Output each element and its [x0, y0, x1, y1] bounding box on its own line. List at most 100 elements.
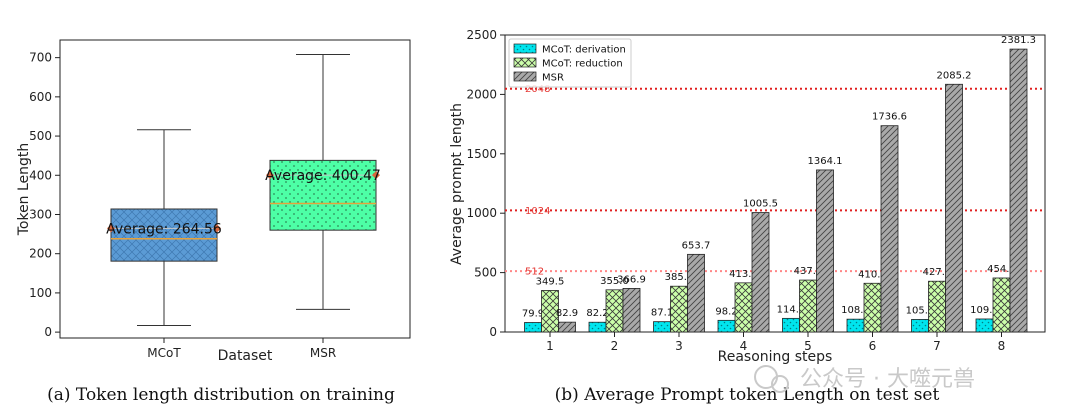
- bar-value-label: 2085.2: [937, 70, 972, 81]
- bar-value-label: 385.4: [665, 272, 694, 283]
- box-y-tick-label: 600: [29, 90, 52, 104]
- box-plot-frame: [59, 39, 411, 339]
- bar-reduction: [541, 290, 559, 333]
- mean-annotation: Average: 400.47: [265, 168, 381, 184]
- bar-reduction: [799, 279, 817, 333]
- bar-value-label: 98.2: [715, 306, 737, 317]
- bar-derivation: [524, 322, 542, 333]
- reference-lines: 2048 1024 512: [505, 84, 1045, 278]
- bar-value-label: 109.7: [970, 305, 999, 316]
- watermark-text: 公众号 · 大噬元兽: [800, 367, 975, 392]
- bar-derivation: [588, 321, 607, 333]
- box-plot-x-axis: MCoT MSR: [147, 338, 336, 360]
- bar-chart: 2048 1024 512 0 500 1000 1500 2000 2500 1 2 3 4 5 6 7…: [449, 28, 1046, 405]
- box-plot-caption: (a) Token length distribution on trainin…: [47, 385, 395, 405]
- box-plot-marks: Average: 264.56 Average: 400.47: [106, 54, 381, 326]
- bar-chart-frame: [504, 34, 1046, 333]
- bar-derivation: [846, 318, 865, 333]
- bar-value-label: 1005.5: [743, 199, 778, 210]
- bar-msr: [558, 321, 576, 333]
- mean-marker: [107, 224, 115, 233]
- bar-value-label: 413.7: [729, 269, 758, 280]
- box-y-tick-label: 100: [29, 286, 52, 300]
- legend-swatch: [513, 57, 537, 68]
- bar-value-label: 454.7: [987, 264, 1016, 275]
- bar-msr: [622, 288, 641, 333]
- bar-value-label: 1364.1: [808, 156, 843, 167]
- bar-value-label: 427.4: [923, 267, 952, 278]
- bar-y-tick-label: 500: [474, 266, 497, 280]
- bar-value-label: 1736.6: [872, 112, 907, 123]
- legend-box: [508, 38, 632, 88]
- wechat-icon-secondary: [771, 375, 789, 393]
- bar-msr: [751, 212, 770, 333]
- bar-value-label: 82.9: [556, 308, 578, 319]
- box-y-tick-label: 300: [29, 207, 52, 221]
- bar-value-label: 349.5: [536, 276, 565, 287]
- bar-derivation: [653, 321, 671, 333]
- bar-y-tick-label: 2500: [466, 28, 497, 42]
- bar-y-tick-label: 2000: [466, 87, 497, 101]
- bar-y-tick-label: 1500: [466, 147, 497, 161]
- box-y-tick-label: 200: [29, 247, 52, 261]
- bar-value-label: 437.1: [794, 266, 823, 277]
- reference-line-label: 1024: [525, 206, 550, 217]
- bar-derivation: [911, 319, 929, 333]
- bar-derivation: [782, 317, 800, 333]
- legend-swatch: [513, 71, 537, 82]
- legend-swatch: [513, 43, 537, 54]
- reference-line-label: 2048: [525, 84, 550, 95]
- box-y-tick-label: 400: [29, 168, 52, 182]
- box-msr: [269, 159, 377, 231]
- bar-chart-x-axis: 1 2 3 4 5 6 7 8: [546, 332, 1005, 353]
- bar-x-tick-label: 2: [611, 339, 619, 353]
- mean-marker: [213, 224, 221, 233]
- bar-msr: [816, 169, 834, 333]
- bar-reduction: [605, 289, 624, 333]
- bar-x-tick-label: 6: [869, 339, 877, 353]
- mean-annotation: Average: 264.56: [106, 221, 222, 237]
- bar-value-label: 87.1: [651, 308, 673, 319]
- bar-chart-y-axis: 0 500 1000 1500 2000 2500: [466, 28, 505, 339]
- box-x-tick-label: MSR: [310, 346, 336, 360]
- reference-line-label: 512: [525, 267, 544, 278]
- bar-value-label: 105.5: [906, 305, 935, 316]
- bar-value-label: 2381.3: [1001, 35, 1036, 46]
- bar-chart-y-axis-title: Average prompt length: [449, 103, 465, 265]
- bar-y-tick-label: 0: [489, 325, 497, 339]
- bar-value-label: 108.0: [841, 305, 870, 316]
- bar-chart-legend: MCoT: derivation MCoT: reduction MSR: [508, 38, 632, 88]
- bar-derivation: [975, 318, 994, 333]
- box-x-tick-label: MCoT: [147, 346, 181, 360]
- bar-x-tick-label: 7: [933, 339, 941, 353]
- bar-value-label: 355.0: [600, 276, 629, 287]
- bar-value-label: 79.9: [522, 309, 544, 320]
- box-y-tick-label: 0: [44, 325, 52, 339]
- box-plot-chart: 0 100 200 300 400 500 600 700 MCoT MSR Average: …: [16, 39, 411, 405]
- bar-y-tick-label: 1000: [466, 206, 497, 220]
- box-mcot: [110, 208, 218, 262]
- bar-reduction: [863, 282, 882, 333]
- bar-x-tick-label: 8: [998, 339, 1006, 353]
- bar-chart-x-axis-title: Reasoning steps: [718, 349, 833, 365]
- bar-msr: [1009, 48, 1028, 333]
- bar-reduction: [928, 280, 946, 333]
- box-y-tick-label: 700: [29, 51, 52, 65]
- box-plot-y-axis-title: Token Length: [16, 143, 32, 237]
- bar-msr: [687, 253, 705, 333]
- bar-x-tick-label: 1: [546, 339, 554, 353]
- bar-reduction: [734, 282, 753, 333]
- bar-value-label: 410.2: [858, 269, 887, 280]
- bar-x-tick-label: 4: [740, 339, 748, 353]
- bar-chart-caption: (b) Average Prompt token Length on test …: [555, 385, 940, 405]
- bar-reduction: [992, 277, 1011, 333]
- mean-marker: [372, 171, 380, 180]
- bar-msr: [945, 83, 963, 333]
- bar-msr: [880, 125, 899, 333]
- legend-label: MCoT: reduction: [542, 59, 623, 70]
- bar-value-label: 114.8: [777, 304, 806, 315]
- box-y-tick-label: 500: [29, 129, 52, 143]
- legend-label: MCoT: derivation: [542, 45, 626, 56]
